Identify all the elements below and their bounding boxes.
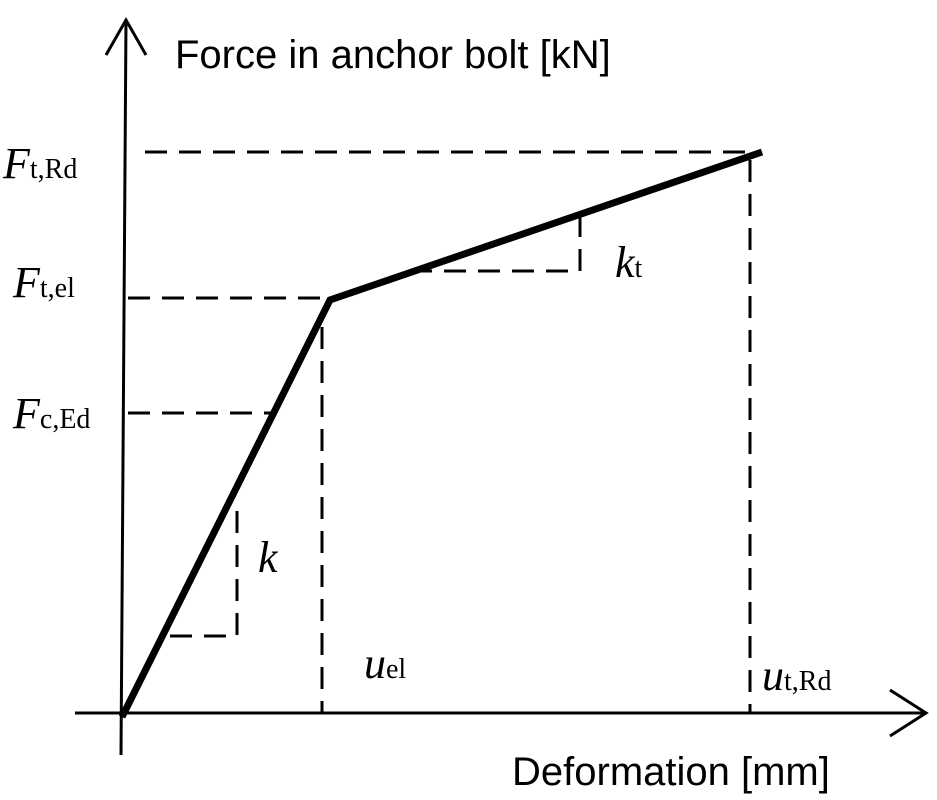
y-axis-arrow-icon (104, 16, 148, 56)
kt-label: kt (615, 238, 643, 287)
fced-label: Fc,Ed (12, 389, 90, 438)
x-axis-arrow-icon (889, 688, 929, 738)
uel-label: uel (364, 639, 406, 688)
k-slope-triangle (170, 505, 239, 638)
ftel-label: Ft,el (12, 258, 75, 307)
y-axis-label: Force in anchor bolt [kN] (175, 33, 611, 77)
ftrd-label: Ft,Rd (2, 139, 77, 188)
force-deformation-curve (118, 148, 764, 719)
utrd-label: ut,Rd (762, 651, 831, 700)
x-axis-label: Deformation [mm] (512, 750, 830, 794)
k-label: k (258, 533, 279, 582)
kt-slope-triangle (410, 212, 582, 273)
y-axis (119, 19, 128, 756)
